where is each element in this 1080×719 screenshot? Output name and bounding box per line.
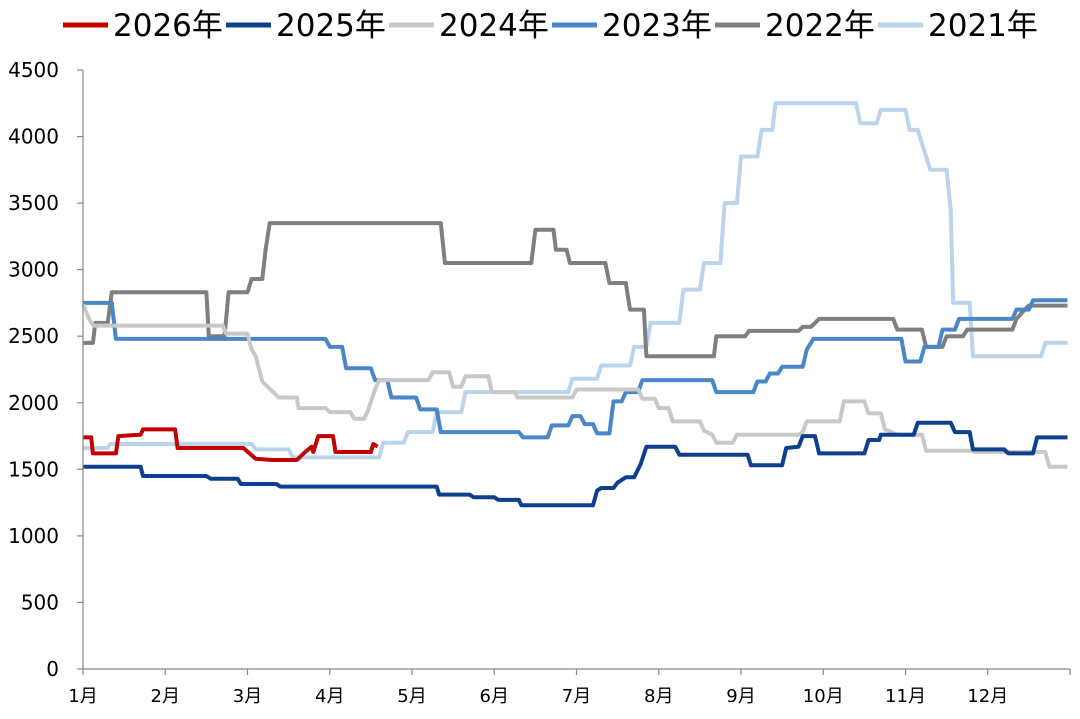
series-lines bbox=[81, 101, 1068, 508]
x-tick-label: 11月 bbox=[885, 686, 926, 707]
x-tick-label: 7月 bbox=[562, 686, 591, 707]
y-tick-label: 500 bbox=[21, 590, 59, 614]
series-line-0 bbox=[83, 427, 379, 462]
series-line-5 bbox=[83, 101, 1068, 460]
y-tick-label: 4500 bbox=[8, 58, 59, 82]
y-tick-label: 1000 bbox=[8, 524, 59, 548]
x-tick-label: 4月 bbox=[315, 686, 344, 707]
y-tick-label: 4000 bbox=[8, 125, 59, 149]
legend: 2026年 2025年 2024年 2023年 2022年 2021年 bbox=[63, 8, 1038, 44]
legend-label-5: 2021年 bbox=[928, 8, 1038, 44]
legend-label-1: 2025年 bbox=[276, 8, 386, 44]
plot-area: 0 500 1000 1500 2000 2500 3000 3500 4000 4500 1月 2月… bbox=[8, 58, 1071, 707]
x-tick-label: 10月 bbox=[803, 686, 844, 707]
series-line-3 bbox=[83, 298, 1068, 440]
y-tick-label: 3500 bbox=[8, 191, 59, 215]
y-tick-label: 1500 bbox=[8, 457, 59, 481]
x-tick-label: 12月 bbox=[967, 686, 1008, 707]
axes: 0 500 1000 1500 2000 2500 3000 3500 4000 4500 1月 2月… bbox=[8, 58, 1071, 707]
x-tick-label: 3月 bbox=[233, 686, 262, 707]
y-tick-label: 3000 bbox=[8, 258, 59, 282]
y-tick-label: 2500 bbox=[8, 324, 59, 348]
x-tick-label: 9月 bbox=[726, 686, 755, 707]
series-line-4 bbox=[83, 221, 1068, 359]
series-line-1 bbox=[83, 420, 1068, 508]
legend-label-3: 2023年 bbox=[602, 8, 712, 44]
x-tick-label: 5月 bbox=[397, 686, 426, 707]
x-tick-label: 8月 bbox=[644, 686, 673, 707]
y-tick-label: 2000 bbox=[8, 391, 59, 415]
series-line-2 bbox=[81, 303, 1068, 469]
x-tick-label: 6月 bbox=[480, 686, 509, 707]
legend-label-2: 2024年 bbox=[439, 8, 549, 44]
y-tick-label: 0 bbox=[46, 657, 59, 681]
legend-label-4: 2022年 bbox=[765, 8, 875, 44]
legend-label-0: 2026年 bbox=[113, 8, 223, 44]
x-tick-label: 1月 bbox=[68, 686, 97, 707]
x-tick-label: 2月 bbox=[151, 686, 180, 707]
